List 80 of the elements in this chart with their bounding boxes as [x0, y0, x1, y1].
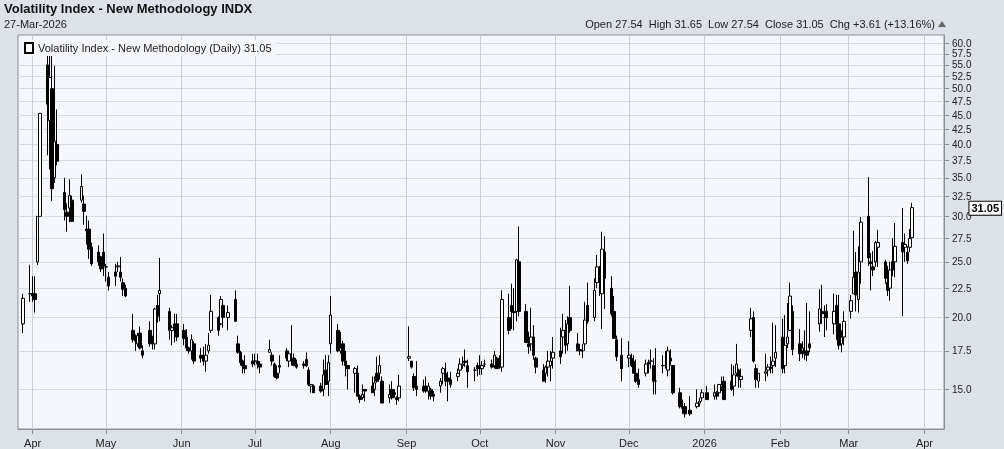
candlestick: [190, 333, 193, 361]
candlestick: [805, 302, 809, 362]
x-tick-label: Sep: [396, 436, 417, 449]
candlestick: [415, 360, 418, 397]
x-tick-label: Oct: [471, 436, 489, 449]
candlestick: [353, 366, 357, 394]
y-tick-label: 15.0: [952, 383, 972, 395]
y-tick-label: 17.5: [952, 345, 972, 357]
candlestick: [256, 353, 259, 370]
candlestick: [752, 310, 755, 364]
candlestick: [634, 359, 638, 384]
candlestick: [432, 390, 435, 402]
x-tick-label: Dec: [619, 436, 640, 449]
x-tick-label: Mar: [839, 436, 859, 449]
x-tick-label: Nov: [545, 436, 566, 449]
candlestick: [620, 337, 623, 382]
candlestick: [388, 383, 391, 404]
candlestick: [327, 354, 330, 397]
candlestick: [363, 388, 367, 402]
candlestick: [312, 383, 315, 394]
y-tick-label: 40.0: [952, 138, 972, 150]
candlestick: [849, 294, 853, 320]
candlestick: [290, 324, 293, 367]
y-tick-label: 35.0: [952, 172, 972, 184]
text: Open 27.54 High 31.65 Low 27.54 Close 31.05 Chg +3.61 (+13.16%): [585, 18, 935, 30]
candlestick: [251, 353, 254, 368]
candlestick: [730, 363, 733, 392]
candlestick: [422, 379, 425, 394]
x-tick-label: Apr: [915, 436, 934, 449]
candlestick: [429, 387, 433, 401]
x-tick-label: Aug: [320, 436, 341, 449]
candlestick: [818, 288, 821, 333]
y-tick-label: 55.0: [952, 59, 972, 71]
candlestick: [173, 313, 176, 343]
x-tick-label: Feb: [770, 436, 790, 449]
candlestick: [168, 307, 171, 341]
candlestick: [322, 359, 325, 397]
y-tick-label: 42.5: [952, 123, 972, 135]
y-tick-label: 60.0: [952, 37, 972, 49]
candlestick: [397, 374, 401, 402]
x-tick-label: May: [95, 436, 117, 449]
x-tick-label: Jun: [172, 436, 191, 449]
x-tick-label: Jul: [247, 436, 263, 449]
candlestick: [21, 293, 25, 334]
candlestick: [114, 263, 117, 287]
y-tick-label: 20.0: [952, 312, 972, 324]
candlestick: [185, 328, 188, 352]
candlestick: [644, 359, 648, 377]
candlestick: [754, 363, 758, 389]
candlestick: [764, 353, 767, 382]
candlestick: [798, 328, 802, 362]
candlestick: [901, 207, 904, 317]
y-tick-label: 57.5: [952, 48, 972, 60]
candlestick: [234, 289, 237, 322]
candlestick: [361, 383, 364, 401]
candlestick: [517, 225, 521, 317]
y-tick-label: 27.5: [952, 232, 972, 244]
x-tick-label: 2026: [692, 436, 717, 449]
y-tick-label: 22.5: [952, 282, 972, 294]
chart-title: Volatility Index - New Methodology INDX: [4, 1, 253, 16]
y-tick-label: 52.5: [952, 71, 972, 83]
candlestick: [510, 283, 513, 330]
text: 31.05: [971, 202, 999, 215]
y-tick-label: 45.0: [952, 109, 972, 121]
candlestick: [473, 366, 477, 382]
candlestick: [781, 318, 784, 374]
candlestick: [33, 275, 37, 314]
candlestick: [390, 380, 394, 401]
candlestick: [209, 294, 213, 334]
candlestick: [329, 295, 332, 355]
y-tick-label: 37.5: [952, 155, 972, 167]
text: 27-Mar-2026: [4, 18, 67, 30]
y-tick-label: 25.0: [952, 256, 972, 268]
legend-label: Volatility Index - New Methodology (Daily) 31.05: [38, 42, 272, 54]
y-tick-label: 50.0: [952, 83, 972, 95]
x-tick-label: Apr: [24, 436, 42, 449]
candlestick: [713, 383, 716, 401]
y-tick-label: 32.5: [952, 190, 972, 202]
candlestick: [576, 332, 579, 352]
y-tick-label: 47.5: [952, 96, 972, 108]
